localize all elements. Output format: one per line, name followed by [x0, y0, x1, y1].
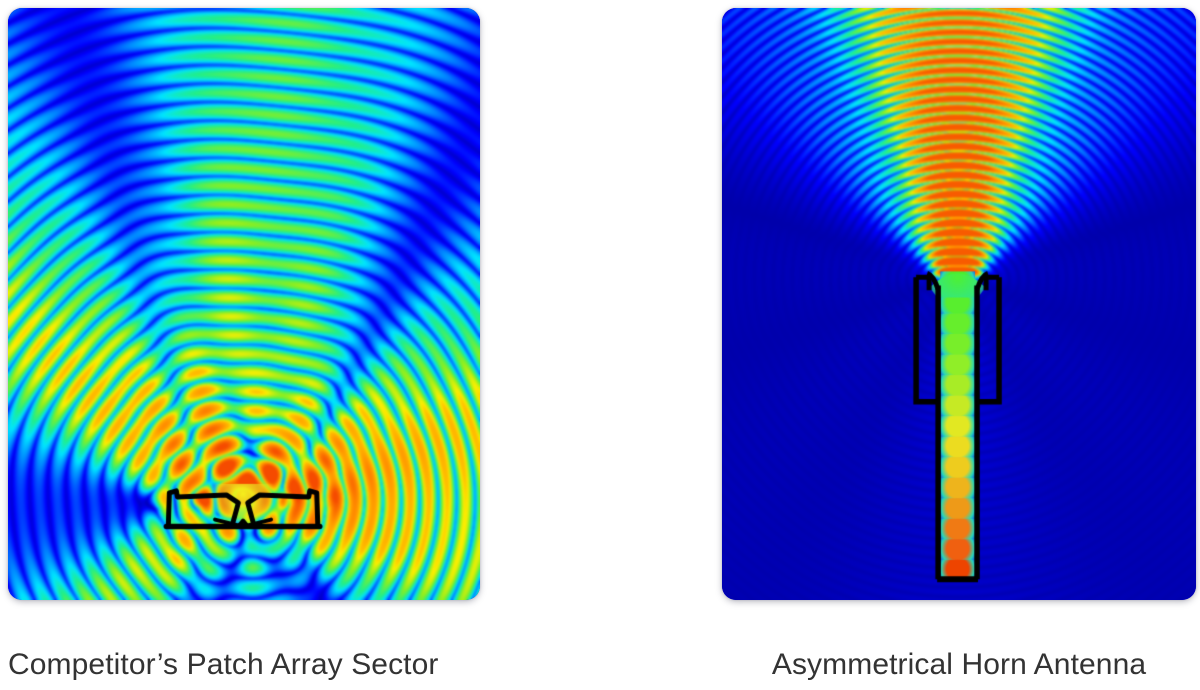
caption-horn-antenna: Asymmetrical Horn Antenna: [771, 648, 1147, 681]
radiation-heatmap-patch-array: [8, 8, 480, 600]
field-panel-patch-array: [8, 8, 480, 600]
field-panel-horn-antenna: [722, 8, 1196, 600]
caption-patch-array: Competitor’s Patch Array Sector: [8, 648, 439, 681]
radiation-heatmap-horn-antenna: [722, 8, 1196, 600]
